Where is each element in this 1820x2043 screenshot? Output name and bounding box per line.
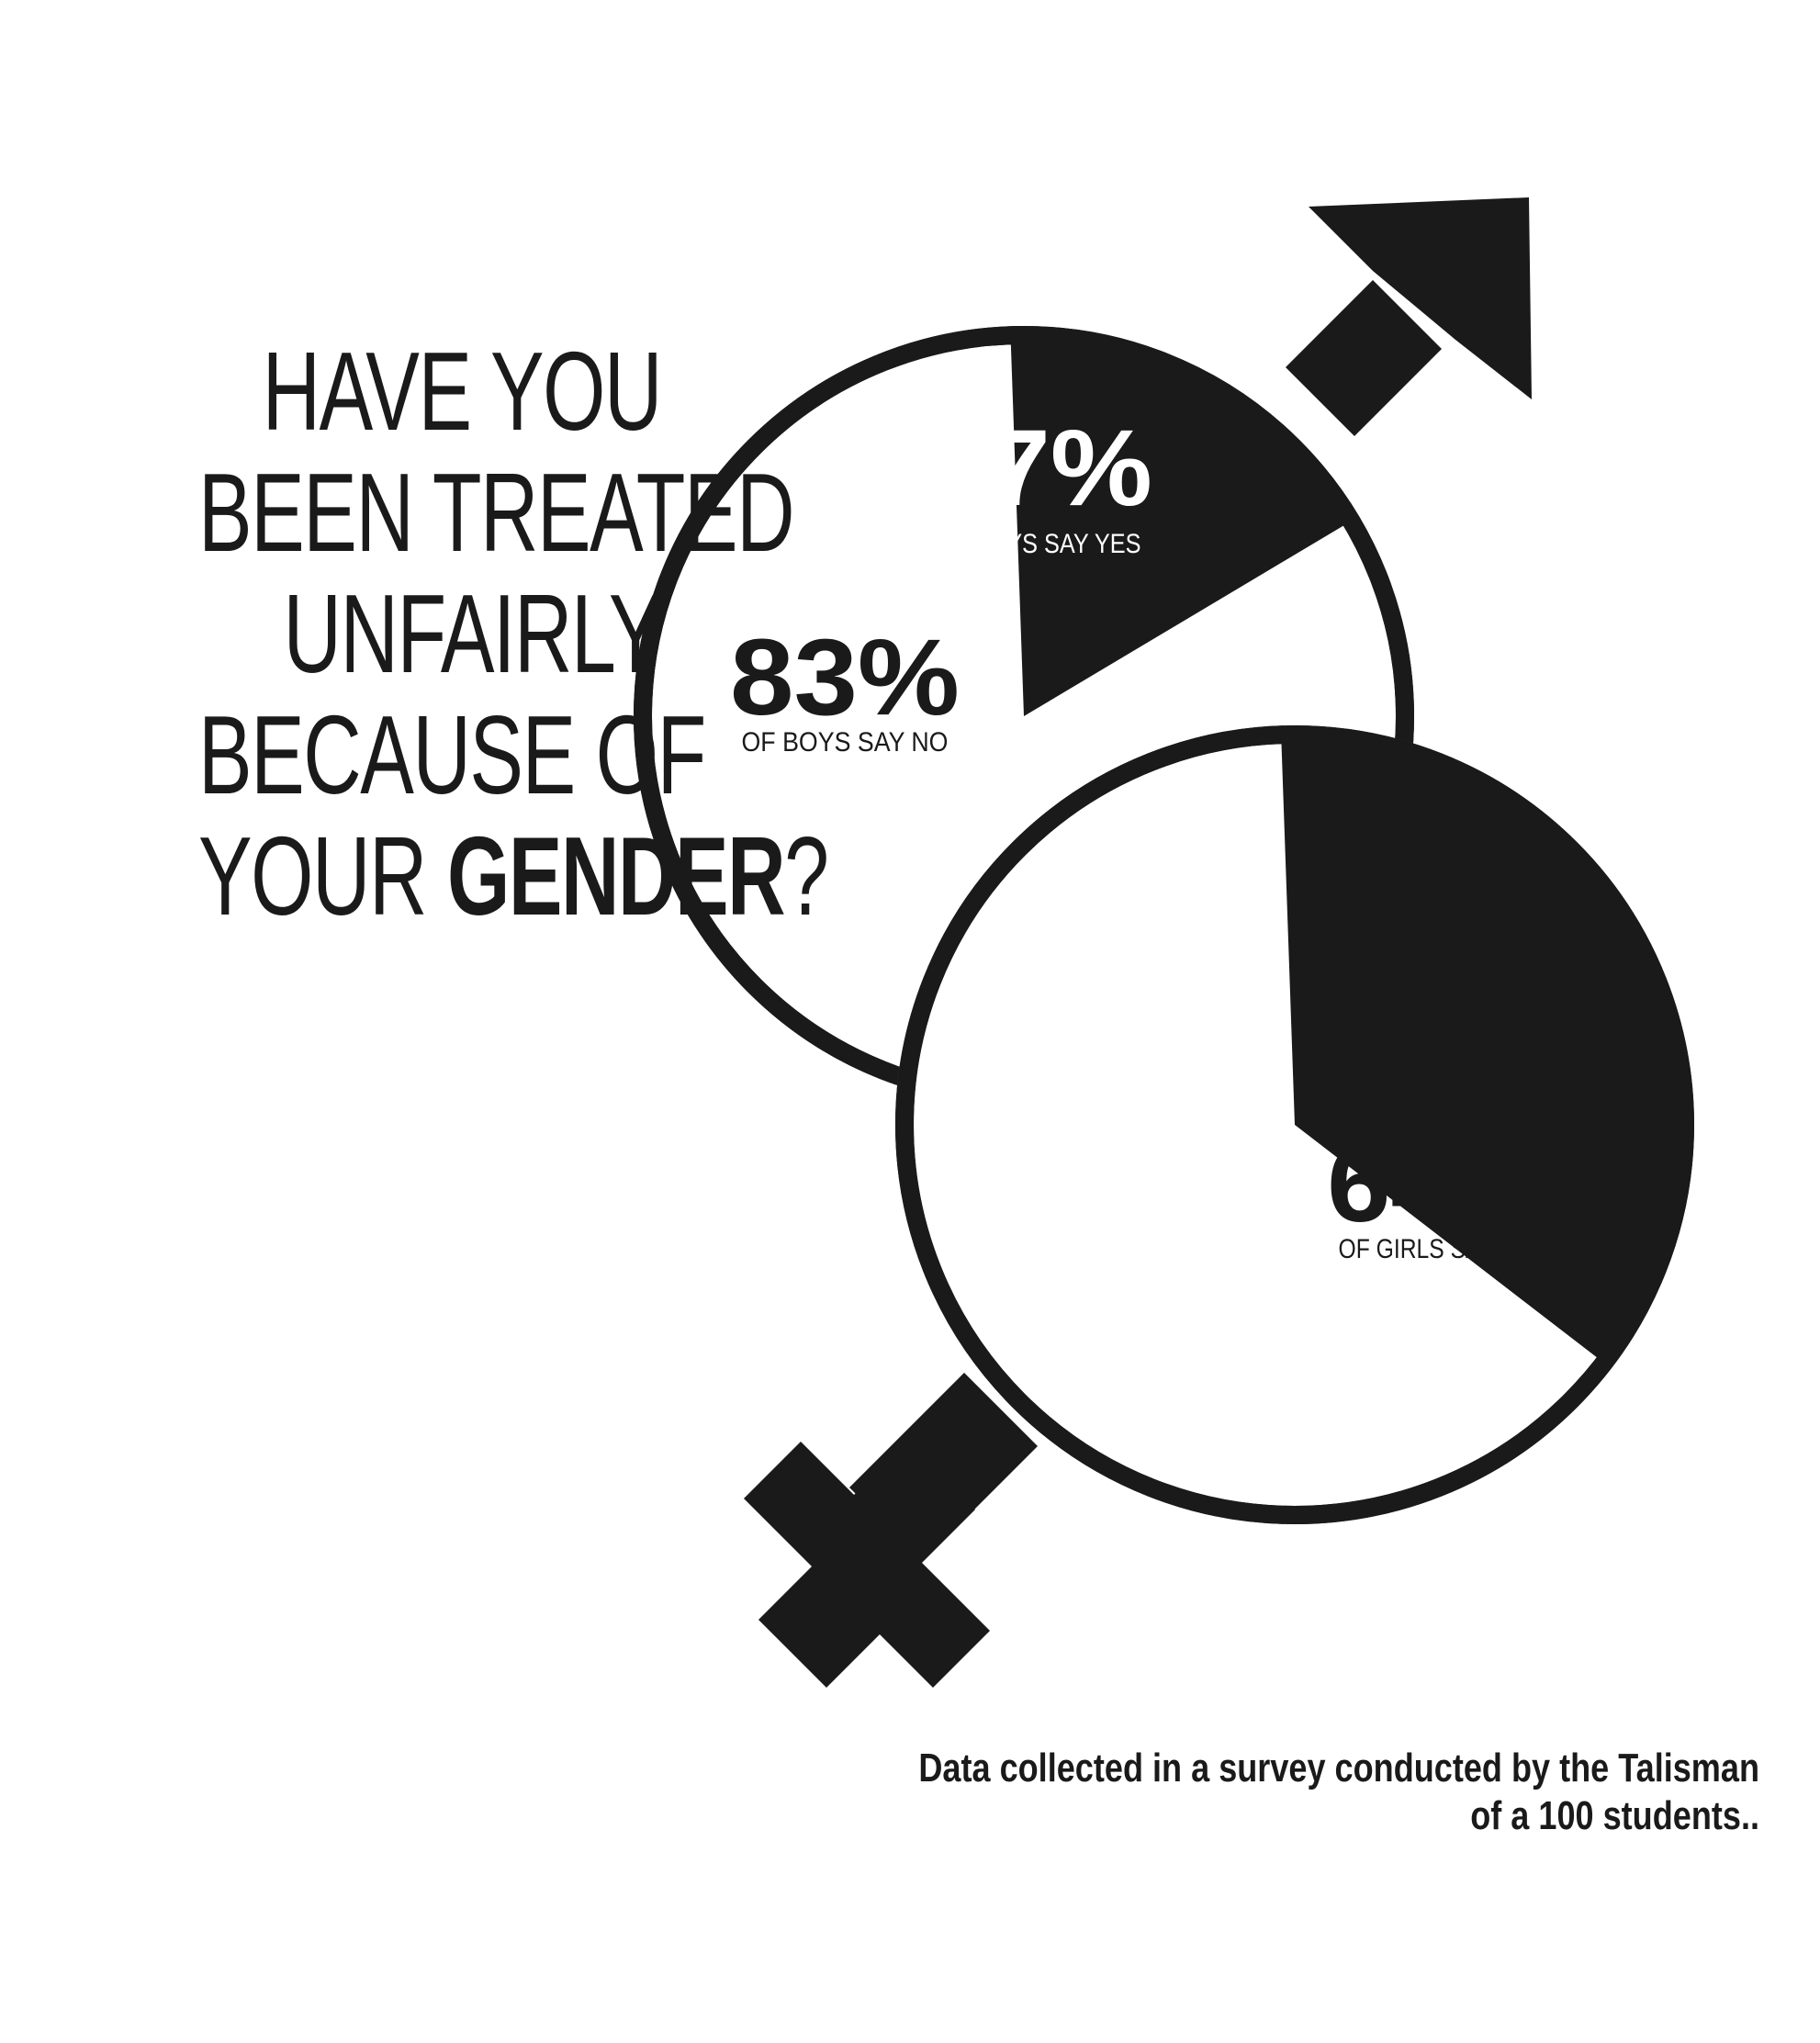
girls-slice-2-sub-label: OF GIRLS SAY YES [1339, 1234, 1545, 1264]
male-symbol-icon [1286, 197, 1532, 436]
question-heading: HAVE YOU BEEN TREATED UNFAIRLY BECAUSE O… [18, 329, 829, 938]
female-symbol-icon [744, 1373, 1038, 1688]
boys-slice-2-sub-label: OF BOYS SAY NO [742, 727, 949, 758]
question-line-2: BEEN TREATED [197, 450, 795, 575]
girls-slice-2-percent-label: 64% [1327, 1124, 1556, 1245]
female-cross [744, 1442, 990, 1688]
footnote-line-2: of a 100 students.. [1470, 1793, 1759, 1838]
male-arrow-shaft [1286, 280, 1442, 436]
source-footnote: Data collected in a survey conducted by … [657, 1745, 1759, 1840]
question-line-5: YOUR GENDER? [197, 814, 829, 938]
footnote-line-1: Data collected in a survey conducted by … [918, 1746, 1759, 1790]
question-line-5-prefix: YOUR [197, 814, 447, 938]
boys-ring-overlap-arc [716, 945, 897, 1083]
male-arrow-head [1309, 197, 1532, 399]
question-line-4: BECAUSE OF [197, 692, 706, 817]
boys-slice-2-percent-label: 83% [730, 617, 960, 738]
boys-slice-1-sub-label: OF BOYS SAY YES [935, 529, 1141, 559]
boys-slice-1-percent-label: 17% [923, 408, 1152, 529]
girls-slice-1 [1281, 735, 1685, 1364]
girls-slice-1-sub-label: OF GIRLS SAY NO [1004, 1060, 1210, 1090]
question-line-1: HAVE YOU [262, 329, 663, 454]
question-line-3: UNFAIRLY [283, 571, 662, 696]
question-line-5-bold: GENDER [446, 814, 786, 938]
girls-pie: 36%OF GIRLS SAY NO 64%OF GIRLS SAY YES [716, 725, 1694, 1524]
girls-slice-1-percent-label: 36% [992, 949, 1221, 1071]
question-line-5-suffix: ? [784, 814, 829, 938]
girls-pie-outline [895, 725, 1694, 1524]
